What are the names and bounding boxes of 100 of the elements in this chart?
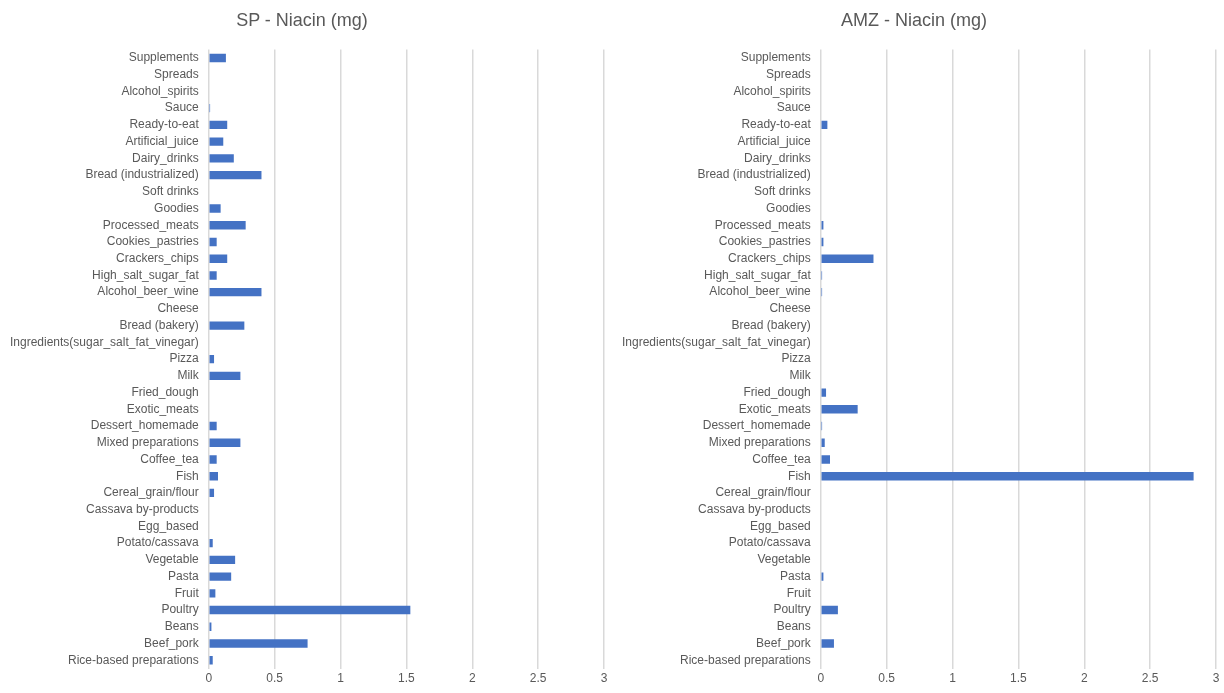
y-tick-label: Dairy_drinks	[132, 150, 199, 165]
y-tick-label: Exotic_meats	[126, 401, 199, 416]
y-tick-label: Rice-based preparations	[680, 652, 811, 667]
bar	[209, 221, 246, 230]
y-tick-label: Milk	[789, 368, 812, 383]
y-tick-label: Beans	[776, 619, 811, 634]
x-tick-label: 0.5	[878, 671, 896, 686]
y-tick-label: Soft drinks	[754, 184, 811, 199]
x-tick-label: 2	[1080, 671, 1088, 686]
y-tick-label: Cassava by-products	[86, 501, 199, 516]
y-tick-label: Supplements	[740, 50, 811, 65]
y-tick-label: Pizza	[781, 351, 812, 366]
y-tick-label: Vegetable	[145, 552, 200, 567]
y-tick-label: Beef_pork	[756, 635, 812, 650]
bar	[209, 271, 217, 280]
y-tick-label: Ingredients(sugar_salt_fat_vinegar)	[622, 334, 811, 349]
y-tick-label: Alcohol_spirits	[733, 83, 811, 98]
y-tick-label: Sauce	[776, 100, 812, 115]
bar	[209, 455, 217, 464]
bar	[209, 120, 228, 130]
bar	[821, 254, 874, 263]
x-tick-label: 1	[949, 671, 957, 686]
y-tick-label: Exotic_meats	[738, 401, 811, 416]
x-tick-label: 1.5	[1010, 671, 1028, 686]
bar	[821, 388, 827, 397]
y-tick-label: Dessert_homemade	[702, 418, 812, 433]
bar	[209, 254, 228, 263]
bar	[209, 321, 245, 330]
y-tick-label: Poultry	[773, 602, 811, 617]
x-tick-label: 2	[468, 671, 476, 686]
y-tick-label: Dessert_homemade	[90, 418, 200, 433]
y-tick-label: Egg_based	[750, 518, 811, 533]
x-tick-label: 2.5	[1141, 671, 1159, 686]
y-tick-label: Potato/cassava	[116, 535, 200, 550]
bar	[209, 639, 308, 648]
y-tick-label: Ready-to-eat	[129, 117, 200, 132]
y-tick-label: Sauce	[164, 100, 200, 115]
y-tick-label: Artificial_juice	[125, 133, 200, 148]
chart-title: AMZ - Niacin (mg)	[840, 9, 988, 30]
bar	[821, 405, 858, 414]
y-tick-label: Beef_pork	[144, 635, 200, 650]
y-tick-label: Artificial_juice	[737, 133, 812, 148]
x-tick-label: 2.5	[529, 671, 547, 686]
y-tick-label: Spreads	[766, 67, 811, 82]
y-tick-label: Bread (bakery)	[731, 317, 811, 332]
y-tick-label: High_salt_sugar_fat	[704, 267, 812, 282]
y-tick-label: Cereal_grain/flour	[715, 485, 811, 500]
y-tick-label: Mixed preparations	[96, 435, 199, 450]
y-tick-label: Dairy_drinks	[744, 150, 811, 165]
y-tick-label: Crackers_chips	[116, 251, 199, 266]
bar	[209, 170, 262, 180]
x-tick-label: 3	[1212, 671, 1220, 686]
bar	[209, 555, 236, 565]
y-tick-label: Goodies	[766, 200, 811, 215]
y-tick-label: Vegetable	[757, 552, 812, 567]
bar	[209, 204, 221, 213]
x-tick-label: 0	[817, 671, 825, 686]
y-tick-label: Alcohol_beer_wine	[97, 284, 200, 299]
y-tick-label: High_salt_sugar_fat	[92, 267, 200, 282]
y-tick-label: Cereal_grain/flour	[103, 485, 199, 500]
y-tick-label: Pasta	[780, 568, 812, 583]
y-tick-label: Soft drinks	[142, 184, 199, 199]
y-tick-label: Fish	[176, 468, 199, 483]
y-tick-label: Spreads	[154, 67, 199, 82]
y-tick-label: Coffee_tea	[140, 451, 200, 466]
y-tick-label: Ready-to-eat	[741, 117, 812, 132]
bar	[209, 154, 234, 163]
bar	[209, 421, 217, 431]
y-tick-label: Crackers_chips	[728, 251, 811, 266]
y-tick-label: Cassava by-products	[698, 501, 811, 516]
bar	[209, 53, 226, 63]
y-tick-label: Fish	[788, 468, 811, 483]
y-tick-label: Alcohol_beer_wine	[709, 284, 812, 299]
y-tick-label: Ingredients(sugar_salt_fat_vinegar)	[10, 334, 199, 349]
y-tick-label: Cheese	[157, 301, 200, 316]
y-tick-label: Alcohol_spirits	[121, 83, 199, 98]
y-tick-label: Pizza	[169, 351, 200, 366]
y-tick-label: Mixed preparations	[708, 435, 811, 450]
y-tick-label: Bread (industrialized)	[697, 167, 811, 182]
bar	[209, 137, 224, 146]
y-tick-label: Fruit	[786, 585, 812, 600]
y-tick-label: Potato/cassava	[728, 535, 812, 550]
y-tick-label: Coffee_tea	[752, 451, 812, 466]
y-tick-label: Cheese	[769, 301, 812, 316]
bar	[209, 605, 411, 615]
y-tick-label: Fried_dough	[131, 384, 199, 399]
y-tick-label: Rice-based preparations	[68, 652, 199, 667]
y-tick-label: Bread (industrialized)	[85, 167, 199, 182]
x-tick-label: 1	[337, 671, 345, 686]
y-tick-label: Cookies_pastries	[106, 234, 199, 249]
bar	[821, 605, 838, 615]
y-tick-label: Bread (bakery)	[119, 317, 199, 332]
y-tick-label: Supplements	[128, 50, 199, 65]
y-tick-label: Processed_meats	[714, 217, 811, 232]
y-tick-label: Egg_based	[138, 518, 199, 533]
y-tick-label: Pasta	[168, 568, 200, 583]
chart-title: SP - Niacin (mg)	[236, 9, 368, 30]
y-tick-label: Fruit	[174, 585, 200, 600]
bar	[209, 288, 262, 297]
y-tick-label: Poultry	[161, 602, 199, 617]
